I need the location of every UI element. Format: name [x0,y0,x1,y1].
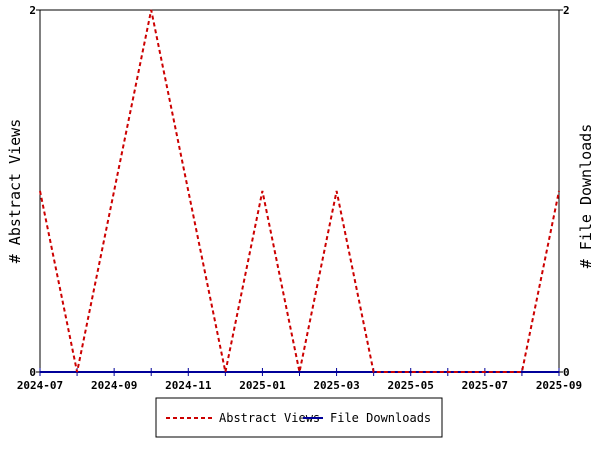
x-tick-label: 2025-09 [536,379,582,392]
y-tick-label-left: 0 [29,366,36,379]
x-tick-label: 2025-01 [239,379,286,392]
y-axis-title-right: # File Downloads [577,124,595,269]
x-tick-label: 2024-07 [17,379,63,392]
legend-label-abstract-views: Abstract Views [219,411,320,425]
x-tick-label: 2025-03 [313,379,359,392]
legend: Abstract Views File Downloads [155,397,443,438]
x-tick-label: 2024-11 [165,379,212,392]
series-layer [39,9,560,373]
y-tick-label-left: 2 [29,4,36,17]
y-tick-label-right: 2 [563,4,570,17]
x-tick-label: 2024-09 [91,379,137,392]
x-axis-ticks: 2024-07 2024-09 2024-11 2025-01 2025-03 2025-… [17,368,582,392]
legend-label-file-downloads: File Downloads [330,411,431,425]
y-axis-title-left: # Abstract Views [6,119,24,264]
y-tick-label-right: 0 [563,366,570,379]
x-tick-label: 2025-07 [462,379,508,392]
legend-box [155,397,443,438]
plot-area [39,9,560,373]
x-tick-label: 2025-05 [388,379,434,392]
